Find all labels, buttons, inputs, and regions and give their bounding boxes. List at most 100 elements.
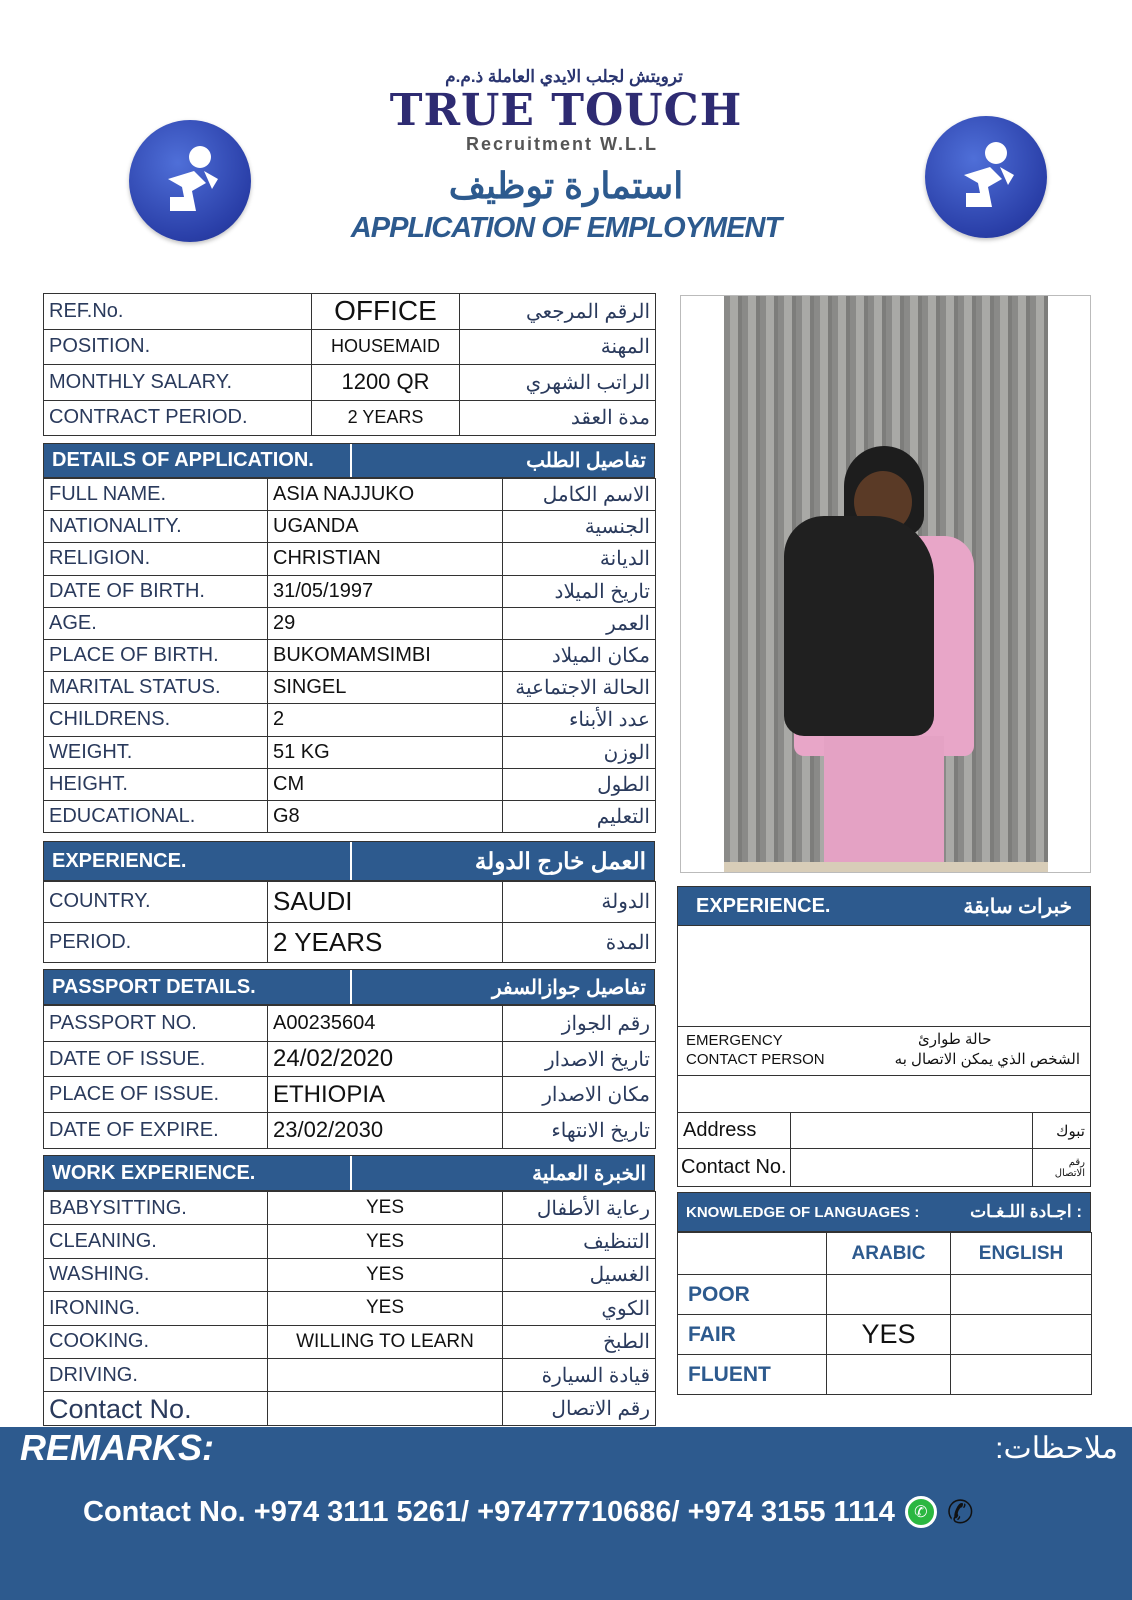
field-value[interactable]: A00235604	[267, 1005, 503, 1042]
form-row: EDUCATIONAL. G8 التعليم	[43, 799, 656, 834]
field-value[interactable]: 24/02/2020	[267, 1040, 503, 1078]
field-value[interactable]: CM	[267, 767, 503, 801]
details-table: FULL NAME. ASIA NAJJUKO الاسم الكامل NATION…	[43, 477, 656, 834]
field-value[interactable]: 2 YEARS	[267, 921, 503, 963]
english-proficiency[interactable]	[950, 1354, 1092, 1395]
blank-cell	[677, 1232, 827, 1275]
field-value[interactable]: 1200 QR	[311, 364, 460, 401]
contact-field[interactable]	[790, 1148, 1033, 1187]
section-title-ar: العمل خارج الدولة	[474, 847, 646, 874]
field-value[interactable]: 23/02/2030	[267, 1112, 503, 1149]
field-value[interactable]: SAUDI	[267, 881, 503, 923]
form-row: DATE OF EXPIRE. 23/02/2030 تاريخ الانتهاء	[43, 1112, 656, 1149]
form-row: PLACE OF ISSUE. ETHIOPIA مكان الاصدار	[43, 1076, 656, 1114]
section-title: DETAILS OF APPLICATION.	[52, 449, 314, 471]
form-row: FULL NAME. ASIA NAJJUKO الاسم الكامل	[43, 477, 656, 512]
experience-abroad-header: EXPERIENCE. العمل خارج الدولة	[43, 841, 655, 881]
remarks-band: REMARKS: ملاحظات: Contact No. +974 3111 …	[0, 1427, 1132, 1600]
field-value[interactable]: 29	[267, 606, 503, 640]
field-label: MARITAL STATUS.	[43, 671, 268, 705]
arabic-proficiency[interactable]	[826, 1354, 951, 1395]
field-value[interactable]: 2 YEARS	[311, 399, 460, 436]
field-label-ar: التعليم	[502, 799, 656, 834]
field-value[interactable]: UGANDA	[267, 510, 503, 544]
field-value[interactable]: 51 KG	[267, 735, 503, 769]
field-value[interactable]: 31/05/1997	[267, 574, 503, 608]
logo-right	[925, 116, 1047, 238]
form-row: COUNTRY. SAUDI الدولة	[43, 881, 656, 923]
section-title: EXPERIENCE.	[52, 849, 187, 872]
language-row: FAIR YES	[677, 1314, 1092, 1355]
field-value[interactable]: YES	[267, 1224, 503, 1259]
field-label: EDUCATIONAL.	[43, 799, 268, 834]
field-value[interactable]: YES	[267, 1291, 503, 1326]
field-label: AGE.	[43, 606, 268, 640]
field-label-ar: الجنسية	[502, 510, 656, 544]
form-row: CLEANING. YES التنظيف	[43, 1224, 656, 1259]
field-value[interactable]: BUKOMAMSIMBI	[267, 638, 503, 673]
field-value[interactable]: HOUSEMAID	[311, 328, 460, 365]
form-row: MARITAL STATUS. SINGEL الحالة الاجتماعية	[43, 671, 656, 705]
field-label-ar: رقم الاتصال	[502, 1391, 656, 1426]
address-field[interactable]	[790, 1112, 1033, 1149]
logo-left	[129, 120, 251, 242]
section-title: WORK EXPERIENCE.	[52, 1161, 256, 1184]
field-label-ar: تاريخ الميلاد	[502, 574, 656, 608]
form-row: HEIGHT. CM الطول	[43, 767, 656, 801]
field-label: DATE OF EXPIRE.	[43, 1112, 268, 1149]
emergency-contact-label: EMERGENCY CONTACT PERSON حالة طوارئ الشخ…	[677, 1026, 1091, 1076]
field-label: CHILDRENS.	[43, 703, 268, 737]
field-label-ar: رقم الجواز	[502, 1005, 656, 1042]
form-row: PERIOD. 2 YEARS المدة	[43, 921, 656, 963]
field-value[interactable]: 2	[267, 703, 503, 737]
field-label: POSITION.	[43, 328, 312, 365]
field-label: PASSPORT NO.	[43, 1005, 268, 1042]
field-label: PERIOD.	[43, 921, 268, 963]
field-label-ar: رعاية الأطفال	[502, 1190, 656, 1226]
field-value[interactable]: YES	[267, 1257, 503, 1293]
language-column: ENGLISH	[950, 1232, 1092, 1275]
company-subtitle: Recruitment W.L.L	[465, 134, 658, 154]
field-value[interactable]: YES	[267, 1190, 503, 1226]
form-row: MONTHLY SALARY. 1200 QR الراتب الشهري	[43, 364, 656, 401]
field-label-ar: الدولة	[502, 881, 656, 923]
field-label-ar: الكوي	[502, 1291, 656, 1326]
previous-experience-header: EXPERIENCE. خبرات سابقة	[677, 886, 1091, 926]
field-label: RELIGION.	[43, 542, 268, 576]
form-row: IRONING. YES الكوي	[43, 1291, 656, 1326]
field-label-ar: تاريخ الاصدار	[502, 1040, 656, 1078]
address-label: Address	[677, 1112, 791, 1149]
english-proficiency[interactable]	[950, 1274, 1092, 1315]
field-label: WASHING.	[43, 1257, 268, 1293]
field-label-ar: الاسم الكامل	[502, 477, 656, 512]
field-label-ar: الطول	[502, 767, 656, 801]
field-label: CLEANING.	[43, 1224, 268, 1259]
field-value[interactable]: CHRISTIAN	[267, 542, 503, 576]
contact-label: Contact No.	[677, 1148, 791, 1187]
section-title-ar: تفاصيل جوازالسفر	[491, 976, 646, 999]
field-value[interactable]: G8	[267, 799, 503, 834]
field-value[interactable]	[267, 1357, 503, 1393]
field-value[interactable]: SINGEL	[267, 671, 503, 705]
field-value[interactable]: OFFICE	[311, 293, 460, 330]
english-proficiency[interactable]	[950, 1314, 1092, 1355]
field-value[interactable]: ASIA NAJJUKO	[267, 477, 503, 512]
section-title: PASSPORT DETAILS.	[52, 975, 256, 998]
form-row: DATE OF ISSUE. 24/02/2020 تاريخ الاصدار	[43, 1040, 656, 1078]
field-label-ar: المهنة	[459, 328, 656, 365]
field-label: DATE OF BIRTH.	[43, 574, 268, 608]
field-value[interactable]: ETHIOPIA	[267, 1076, 503, 1114]
field-label-ar: الغسيل	[502, 1257, 656, 1293]
arabic-proficiency[interactable]	[826, 1274, 951, 1315]
field-label-ar: مكان الميلاد	[502, 638, 656, 673]
emergency-contact-field[interactable]	[677, 1075, 1091, 1113]
languages-header-row: ARABIC ENGLISH	[677, 1232, 1092, 1275]
arabic-proficiency[interactable]: YES	[826, 1314, 951, 1355]
language-row: POOR	[677, 1274, 1092, 1315]
previous-experience-field[interactable]	[677, 925, 1091, 1027]
field-value[interactable]	[267, 1391, 503, 1426]
field-label-ar: المدة	[502, 921, 656, 963]
field-label: REF.No.	[43, 293, 312, 330]
field-value[interactable]: WILLING TO LEARN	[267, 1324, 503, 1359]
form-row: WASHING. YES الغسيل	[43, 1257, 656, 1293]
